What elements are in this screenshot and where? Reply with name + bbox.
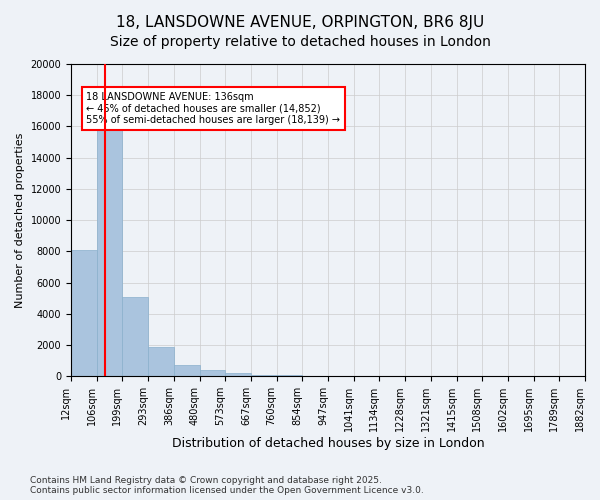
Bar bbox=[200, 370, 225, 376]
Bar bbox=[122, 296, 148, 376]
Bar bbox=[251, 374, 277, 376]
Bar bbox=[225, 373, 251, 376]
Bar bbox=[71, 250, 97, 376]
Bar bbox=[97, 111, 122, 376]
Text: 18, LANSDOWNE AVENUE, ORPINGTON, BR6 8JU: 18, LANSDOWNE AVENUE, ORPINGTON, BR6 8JU bbox=[116, 15, 484, 30]
Bar bbox=[174, 364, 200, 376]
Bar bbox=[148, 348, 174, 376]
X-axis label: Distribution of detached houses by size in London: Distribution of detached houses by size … bbox=[172, 437, 484, 450]
Text: 18 LANSDOWNE AVENUE: 136sqm
← 45% of detached houses are smaller (14,852)
55% of: 18 LANSDOWNE AVENUE: 136sqm ← 45% of det… bbox=[86, 92, 340, 126]
Y-axis label: Number of detached properties: Number of detached properties bbox=[15, 132, 25, 308]
Text: Contains HM Land Registry data © Crown copyright and database right 2025.
Contai: Contains HM Land Registry data © Crown c… bbox=[30, 476, 424, 495]
Text: Size of property relative to detached houses in London: Size of property relative to detached ho… bbox=[110, 35, 490, 49]
